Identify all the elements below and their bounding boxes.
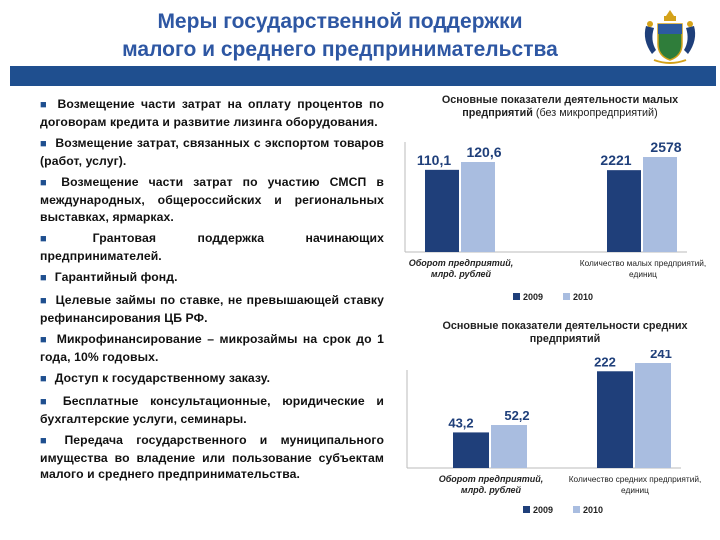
- legend-label: 2009: [533, 505, 553, 515]
- square-bullet-icon: ■: [40, 233, 85, 246]
- list-item: ■ Микрофинансирование – микрозаймы на сро…: [40, 332, 384, 364]
- bar-2010-1: [643, 157, 677, 252]
- list-item: ■ Возмещение части затрат на оплату проце…: [40, 97, 384, 129]
- list-item: ■ Гарантийный фонд.: [40, 270, 178, 285]
- small-enterprises-chart: 110,1 120,6 Оборот предприятий,млрд. рубле…: [404, 139, 706, 302]
- medium-enterprises-chart: 43,2 52,2 Оборот предприятий,млрд. рублей 2…: [406, 350, 702, 515]
- data-label: 110,1: [417, 152, 451, 168]
- square-bullet-icon: ■: [40, 373, 47, 386]
- list-item: ■ Возмещение части затрат по участию СМСП…: [40, 175, 384, 224]
- category-label: единиц: [629, 269, 657, 279]
- data-label: 2578: [650, 139, 681, 155]
- square-bullet-icon: ■: [40, 395, 55, 408]
- square-bullet-icon: ■: [40, 435, 57, 448]
- data-label: 43,2: [448, 415, 473, 430]
- support-measures-list: ■ Возмещение части затрат на оплату проце…: [40, 96, 384, 488]
- legend-swatch-2009: [523, 506, 530, 513]
- bar-2009-1: [597, 371, 633, 468]
- data-label: 222: [594, 354, 616, 369]
- category-label: Количество малых предприятий,: [580, 258, 706, 268]
- list-item: ■ Доступ к государственному заказу.: [40, 371, 271, 386]
- square-bullet-icon: ■: [40, 99, 50, 111]
- data-label: 2221: [600, 152, 631, 168]
- data-label: 120,6: [466, 144, 501, 160]
- list-item: ■ Возмещение затрат, связанных с экспорто…: [40, 136, 384, 168]
- small-enterprises-chart-title: Основные показатели деятельности малых п…: [441, 94, 679, 119]
- category-label: Количество средних предприятий,: [569, 474, 702, 484]
- square-bullet-icon: ■: [40, 177, 54, 190]
- square-bullet-icon: ■: [40, 272, 47, 285]
- bar-2009-0: [425, 169, 459, 252]
- header-band: [10, 66, 716, 86]
- list-item: ■ Целевые займы по ставке, не превышающей…: [40, 292, 384, 325]
- medium-enterprises-chart-title: Основные показатели деятельности средних…: [442, 320, 688, 345]
- category-label: единиц: [621, 485, 649, 495]
- list-item: ■ Грантовая поддержка начинающих предприн…: [40, 231, 384, 263]
- bar-2010-0: [491, 425, 527, 468]
- legend-label: 2010: [573, 292, 593, 302]
- square-bullet-icon: ■: [40, 294, 48, 307]
- legend-label: 2010: [583, 505, 603, 515]
- square-bullet-icon: ■: [40, 138, 48, 151]
- category-label: Оборот предприятий,: [439, 474, 544, 484]
- square-bullet-icon: ■: [40, 334, 49, 347]
- bar-2009-0: [453, 432, 489, 468]
- title-line-1: Меры государственной поддержки: [157, 10, 523, 33]
- legend-label: 2009: [523, 292, 543, 302]
- category-label: Оборот предприятий,: [409, 258, 514, 268]
- bar-2009-1: [607, 170, 641, 252]
- coat-of-arms-icon: [644, 10, 696, 64]
- legend-swatch-2010: [573, 506, 580, 513]
- bar-2010-1: [635, 363, 671, 468]
- category-label: млрд. рублей: [461, 485, 522, 495]
- page-title: Меры государственной поддержки малого и …: [60, 8, 620, 64]
- list-item: ■ Передача государственного и муниципальн…: [40, 433, 384, 482]
- bar-2010-0: [461, 162, 495, 252]
- category-label: млрд. рублей: [431, 269, 492, 279]
- data-label: 52,2: [504, 408, 529, 423]
- title-line-2: малого и среднего предпринимательства: [122, 38, 558, 61]
- legend-swatch-2010: [563, 293, 570, 300]
- legend-swatch-2009: [513, 293, 520, 300]
- data-label: 241: [650, 350, 672, 361]
- list-item: ■ Бесплатные консультационные, юридически…: [40, 393, 385, 426]
